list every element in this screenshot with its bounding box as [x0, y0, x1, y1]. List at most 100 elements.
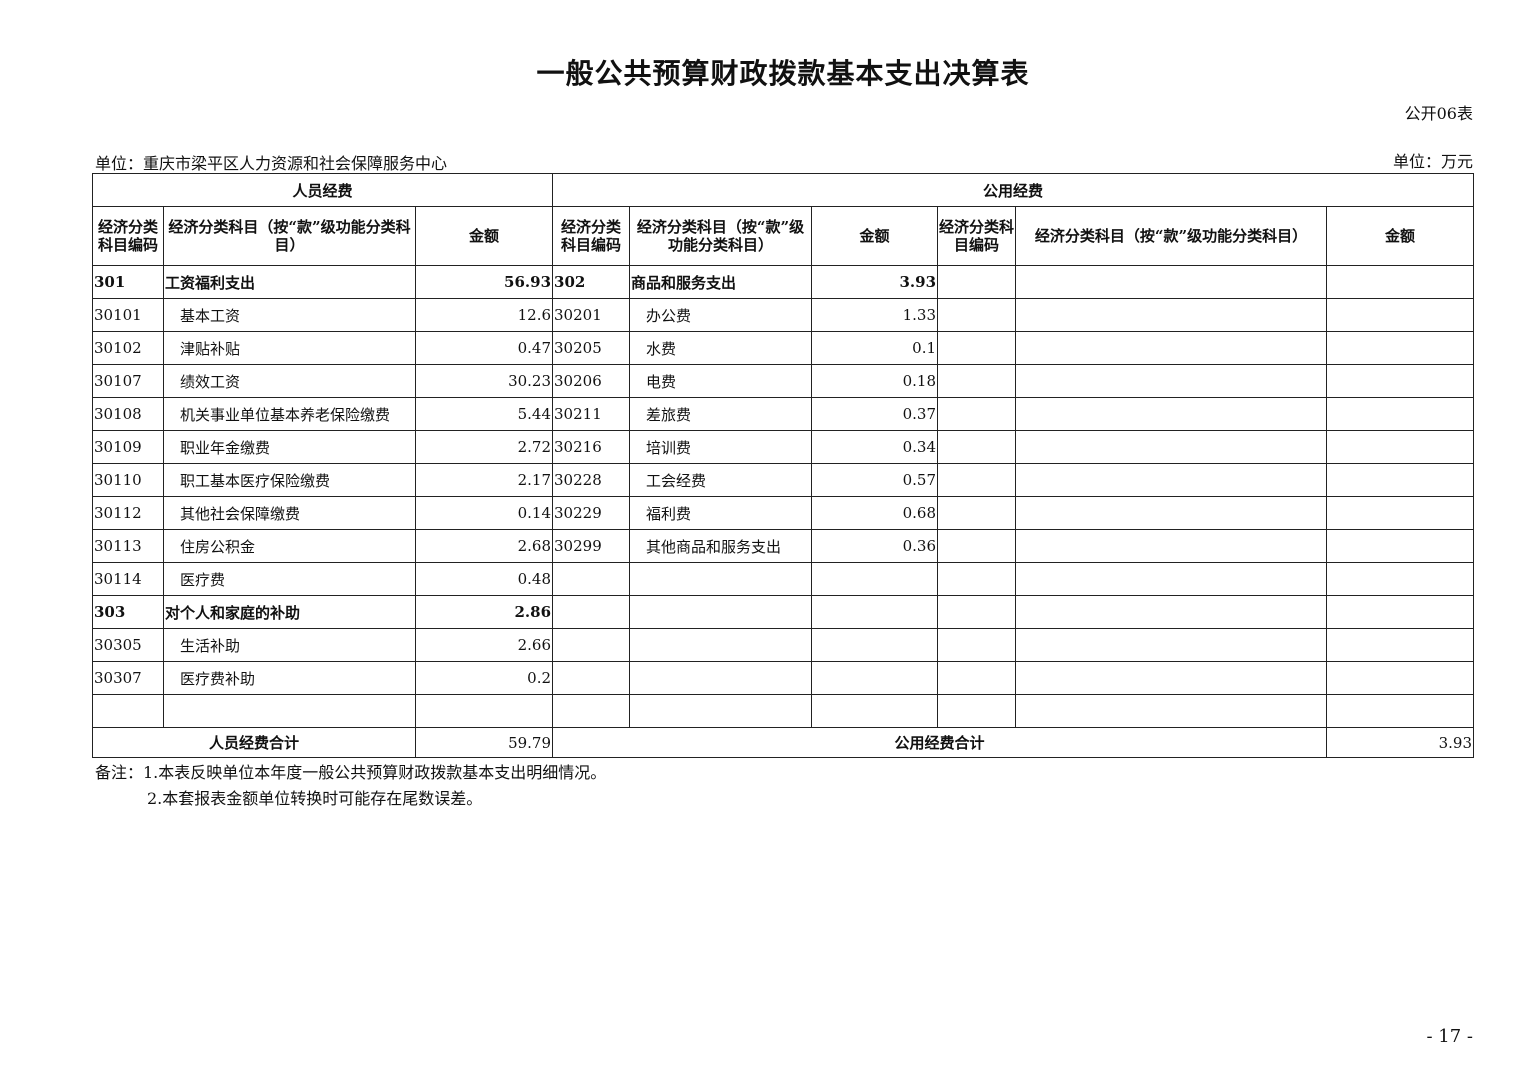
column-header: 金额: [1326, 206, 1475, 266]
amount-cell: [811, 595, 939, 629]
item-name-cell: 工会经费: [629, 463, 813, 497]
item-name-cell: 津贴补贴: [163, 331, 416, 365]
code-cell: 30114: [92, 562, 164, 596]
table-row: 301 工资福利支出 56.93 302 商品和服务支出 3.93: [92, 265, 1475, 299]
amount-cell: [1326, 364, 1475, 398]
code-cell: [937, 430, 1017, 464]
item-name-cell: 住房公积金: [163, 529, 416, 563]
code-cell: 30101: [92, 298, 164, 332]
code-cell: 30299: [552, 529, 631, 563]
amount-cell: 0.37: [811, 397, 939, 431]
code-cell: [937, 661, 1017, 695]
amount-cell: [1326, 694, 1475, 728]
table-row: 30307 医疗费补助 0.2: [92, 661, 1475, 695]
amount-cell: 2.17: [414, 463, 554, 497]
amount-cell: [811, 661, 939, 695]
reporting-unit: 单位：重庆市梁平区人力资源和社会保障服务中心: [95, 154, 448, 173]
code-cell: 30216: [552, 430, 631, 464]
code-cell: 30108: [92, 397, 164, 431]
note-2: 2.本套报表金额单位转换时可能存在尾数误差。: [147, 789, 483, 808]
item-name-cell: [1015, 694, 1328, 728]
amount-cell: 0.48: [414, 562, 554, 596]
amount-cell: 2.86: [414, 595, 554, 629]
item-name-cell: [629, 562, 813, 596]
code-cell: [937, 265, 1017, 299]
item-name-cell: 职工基本医疗保险缴费: [163, 463, 416, 497]
item-name-cell: [1015, 595, 1328, 629]
item-name-cell: [629, 661, 813, 695]
code-cell: [937, 562, 1017, 596]
table-row: 30110 职工基本医疗保险缴费 2.17 30228 工会经费 0.57: [92, 463, 1475, 497]
form-number: 公开06表: [1404, 104, 1473, 123]
item-name-cell: [1015, 628, 1328, 662]
code-cell: 30229: [552, 496, 631, 530]
code-cell: [937, 595, 1017, 629]
item-name-cell: 办公费: [629, 298, 813, 332]
column-header: 金额: [414, 206, 554, 266]
amount-cell: 0.18: [811, 364, 939, 398]
code-cell: 30305: [92, 628, 164, 662]
code-cell: 30112: [92, 496, 164, 530]
item-name-cell: 医疗费: [163, 562, 416, 596]
table-row: 303 对个人和家庭的补助 2.86: [92, 595, 1475, 629]
amount-cell: 0.2: [414, 661, 554, 695]
amount-cell: [414, 694, 554, 728]
item-name-cell: [1015, 364, 1328, 398]
code-cell: [937, 331, 1017, 365]
item-name-cell: [1015, 496, 1328, 530]
amount-cell: [1326, 430, 1475, 464]
amount-cell: 0.36: [811, 529, 939, 563]
item-name-cell: [629, 694, 813, 728]
column-header: 经济分类科目编码: [552, 206, 631, 266]
public-total-label: 公用经费合计: [552, 727, 1328, 758]
item-name-cell: 机关事业单位基本养老保险缴费: [163, 397, 416, 431]
column-header-row: 经济分类科目编码 经济分类科目（按“款”级功能分类科目） 金额 经济分类科目编码 经济分…: [92, 206, 1475, 266]
item-name-cell: 电费: [629, 364, 813, 398]
personnel-total-label: 人员经费合计: [92, 727, 416, 758]
amount-cell: [1326, 661, 1475, 695]
currency-unit: 单位：万元: [1392, 152, 1473, 171]
amount-cell: 2.66: [414, 628, 554, 662]
item-name-cell: 对个人和家庭的补助: [163, 595, 416, 629]
amount-cell: [811, 628, 939, 662]
table-row: 30114 医疗费 0.48: [92, 562, 1475, 596]
amount-cell: [1326, 562, 1475, 596]
table-row: 30112 其他社会保障缴费 0.14 30229 福利费 0.68: [92, 496, 1475, 530]
amount-cell: 56.93: [414, 265, 554, 299]
table-row: 30305 生活补助 2.66: [92, 628, 1475, 662]
amount-cell: 5.44: [414, 397, 554, 431]
amount-cell: [811, 694, 939, 728]
code-cell: [937, 397, 1017, 431]
amount-cell: 0.57: [811, 463, 939, 497]
column-header: 经济分类科目编码: [937, 206, 1017, 266]
item-name-cell: 其他商品和服务支出: [629, 529, 813, 563]
item-name-cell: [1015, 331, 1328, 365]
code-cell: [552, 694, 631, 728]
column-header: 经济分类科目（按“款”级功能分类科目）: [1015, 206, 1328, 266]
column-header: 经济分类科目（按“款”级功能分类科目）: [163, 206, 416, 266]
code-cell: 30102: [92, 331, 164, 365]
code-cell: 30307: [92, 661, 164, 695]
item-name-cell: 其他社会保障缴费: [163, 496, 416, 530]
table-row: 30109 职业年金缴费 2.72 30216 培训费 0.34: [92, 430, 1475, 464]
item-name-cell: [1015, 463, 1328, 497]
code-cell: 30201: [552, 298, 631, 332]
amount-cell: 30.23: [414, 364, 554, 398]
item-name-cell: [1015, 661, 1328, 695]
code-cell: [552, 661, 631, 695]
code-cell: [552, 628, 631, 662]
code-cell: [552, 562, 631, 596]
notes: 备注：1.本表反映单位本年度一般公共预算财政拨款基本支出明细情况。 2.本套报表…: [95, 760, 606, 812]
code-cell: 30107: [92, 364, 164, 398]
item-name-cell: [1015, 265, 1328, 299]
amount-cell: 2.68: [414, 529, 554, 563]
amount-cell: 0.68: [811, 496, 939, 530]
code-cell: 30211: [552, 397, 631, 431]
amount-cell: [1326, 463, 1475, 497]
amount-cell: [1326, 595, 1475, 629]
expenditure-table: 人员经费 公用经费 经济分类科目编码 经济分类科目（按“款”级功能分类科目） 金额经…: [91, 173, 1475, 758]
table-row: 30102 津贴补贴 0.47 30205 水费 0.1: [92, 331, 1475, 365]
code-cell: [552, 595, 631, 629]
item-name-cell: [1015, 562, 1328, 596]
table-row: [92, 694, 1475, 728]
